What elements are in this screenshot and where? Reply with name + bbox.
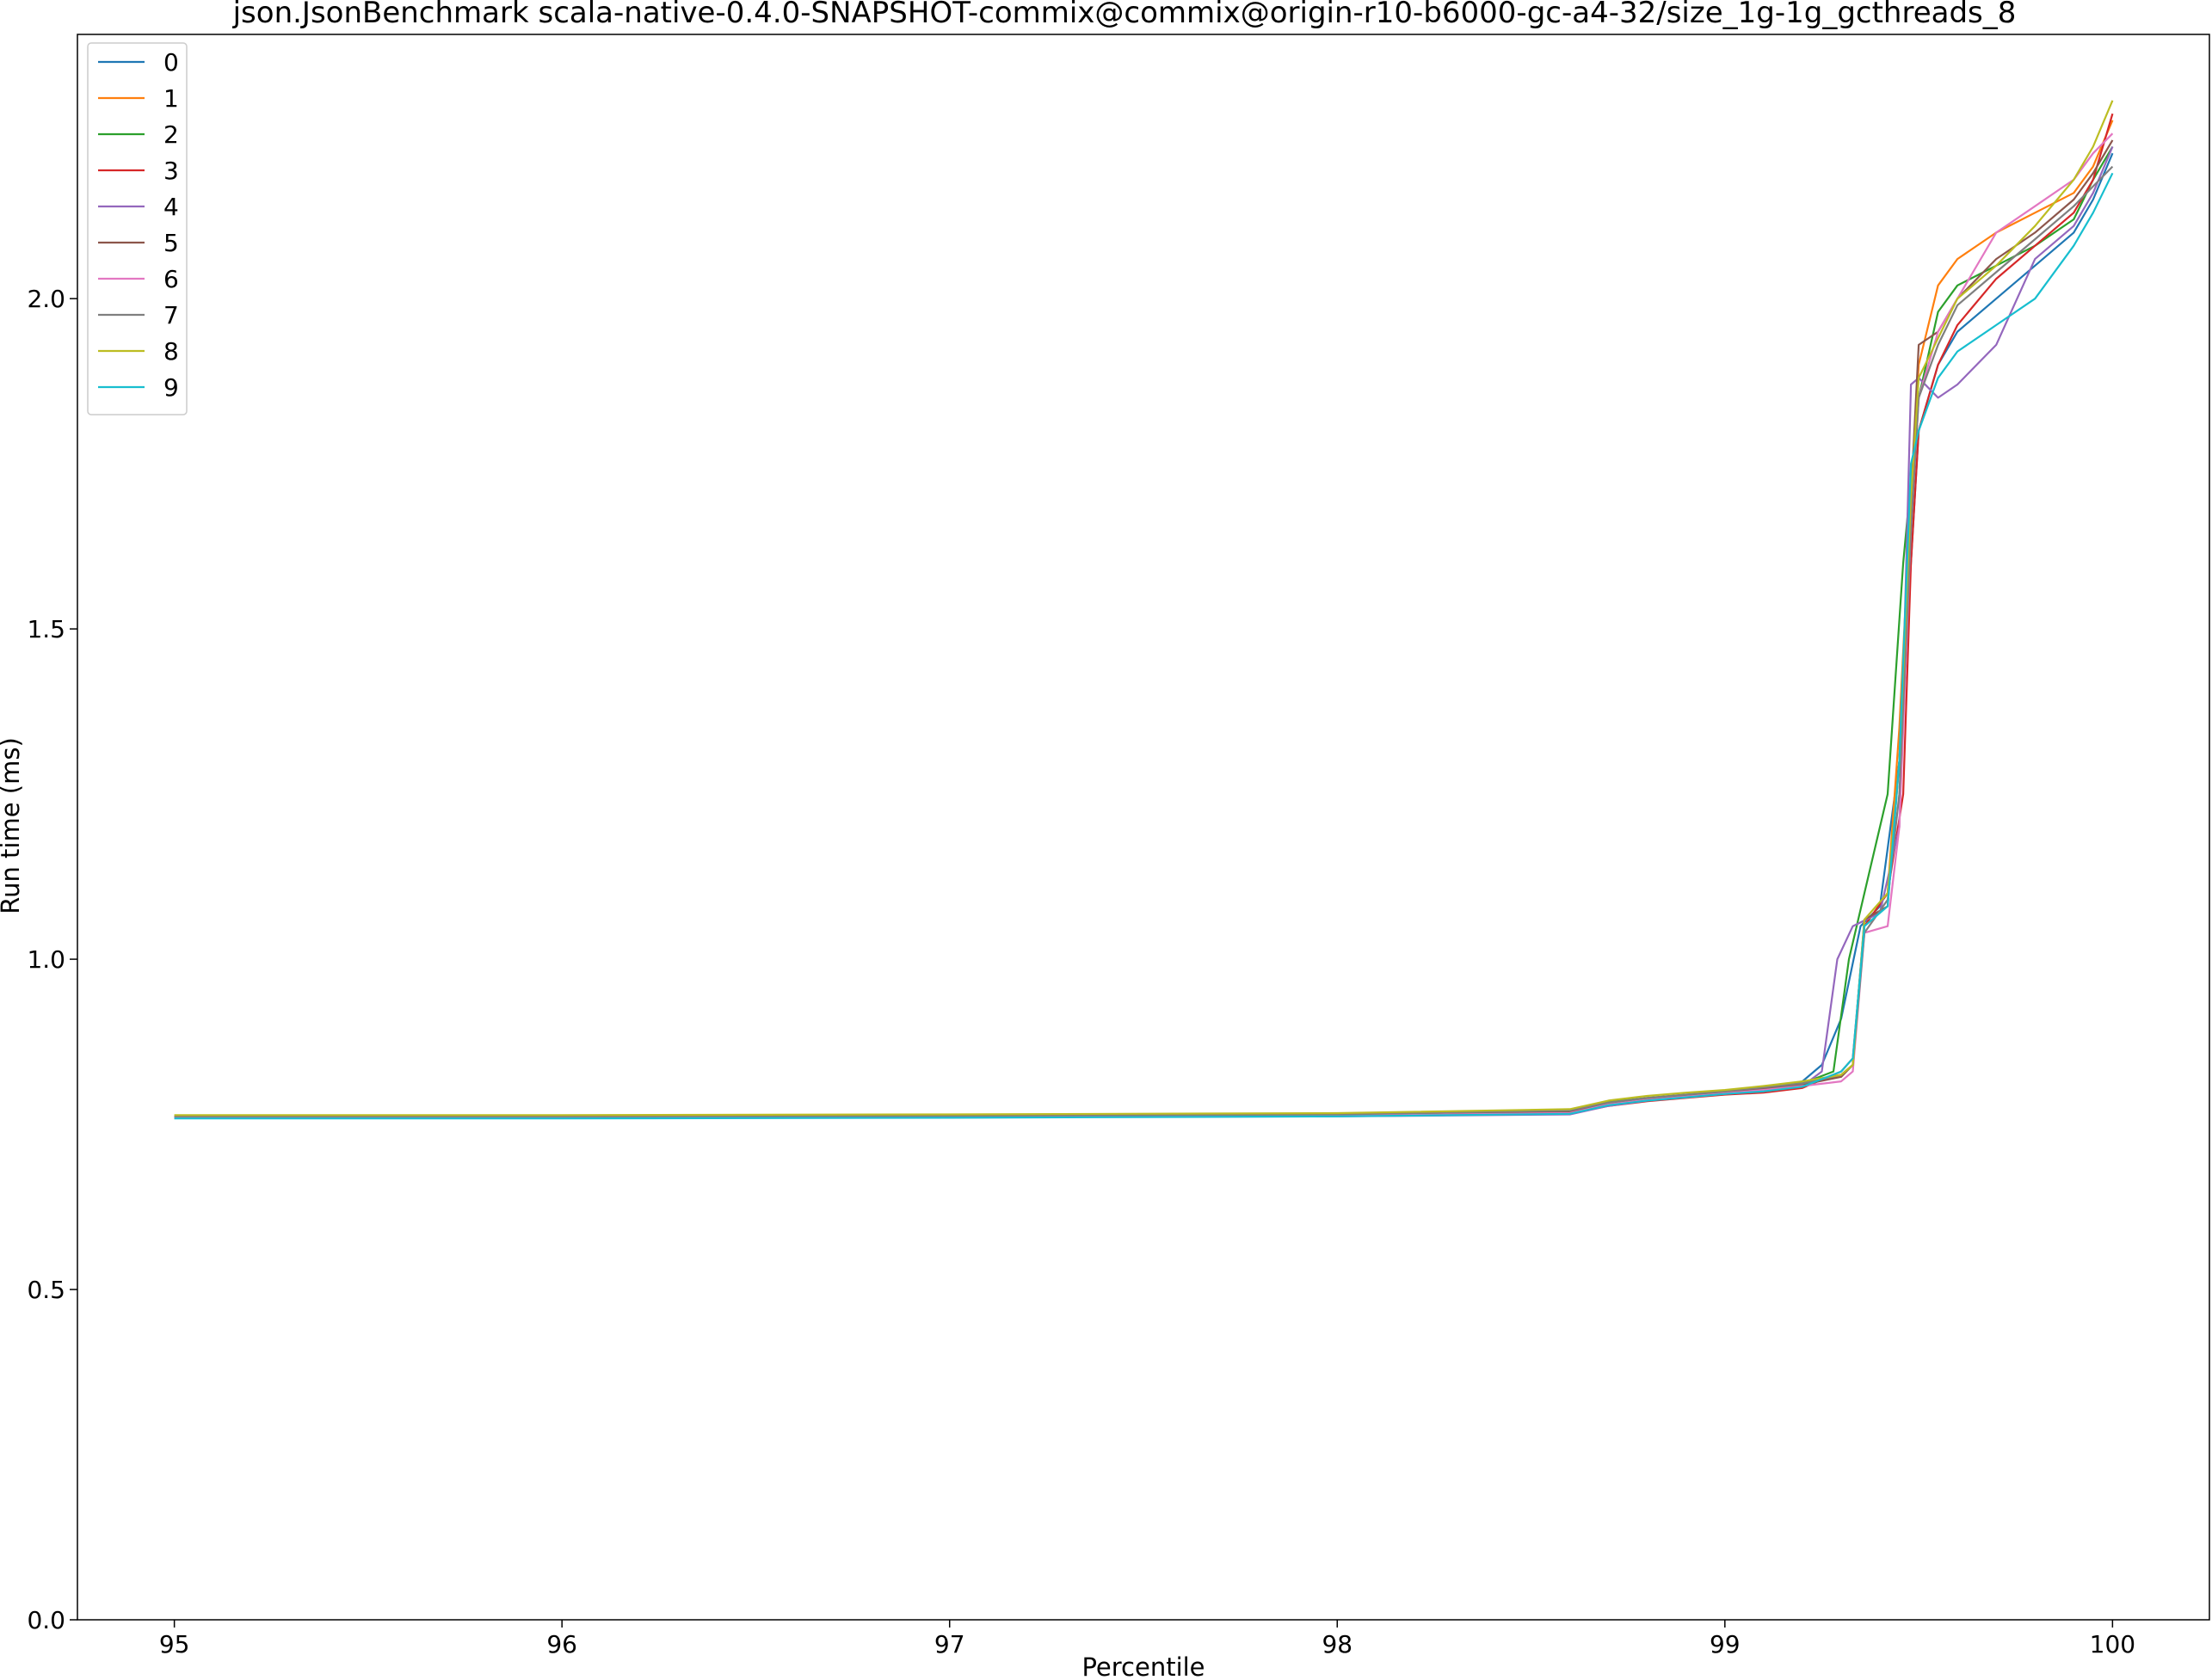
legend-label: 2: [163, 120, 179, 149]
x-axis: 95 96 97 98 99 100: [159, 1620, 2135, 1658]
x-tick-label: 95: [159, 1630, 190, 1658]
plot-area: [174, 100, 2114, 1120]
y-tick-label: 0.0: [27, 1606, 65, 1634]
legend-label: 8: [163, 337, 179, 366]
legend: 0 1 2 3 4 5 6 7 8 9: [87, 42, 188, 415]
y-axis: 0.0 0.5 1.0 1.5 2.0: [27, 285, 77, 1634]
x-tick-label: 99: [1710, 1630, 1741, 1658]
y-tick-label: 2.0: [27, 285, 65, 313]
legend-box: [87, 42, 188, 415]
axes-frame: [77, 34, 2210, 1621]
legend-label: 3: [163, 157, 179, 185]
y-tick-label: 1.5: [27, 615, 65, 643]
series-line-9: [174, 172, 2114, 1120]
legend-label: 4: [163, 193, 179, 221]
legend-label: 0: [163, 48, 179, 77]
x-tick-label: 97: [934, 1630, 965, 1658]
x-tick-label: 100: [2090, 1630, 2135, 1658]
legend-label: 6: [163, 265, 179, 293]
x-tick-label: 98: [1322, 1630, 1352, 1658]
x-tick-label: 96: [546, 1630, 577, 1658]
series-line-8: [174, 100, 2114, 1117]
chart-title: json.JsonBenchmark scala-native-0.4.0-SN…: [232, 0, 2017, 30]
y-tick-label: 1.0: [27, 945, 65, 974]
legend-label: 9: [163, 373, 179, 402]
legend-label: 7: [163, 301, 179, 329]
y-axis-label: Run time (ms): [0, 737, 25, 914]
legend-label: 1: [163, 84, 179, 113]
legend-label: 5: [163, 229, 179, 257]
x-axis-label: Percentile: [1081, 1652, 1205, 1680]
y-tick-label: 0.5: [27, 1276, 65, 1304]
